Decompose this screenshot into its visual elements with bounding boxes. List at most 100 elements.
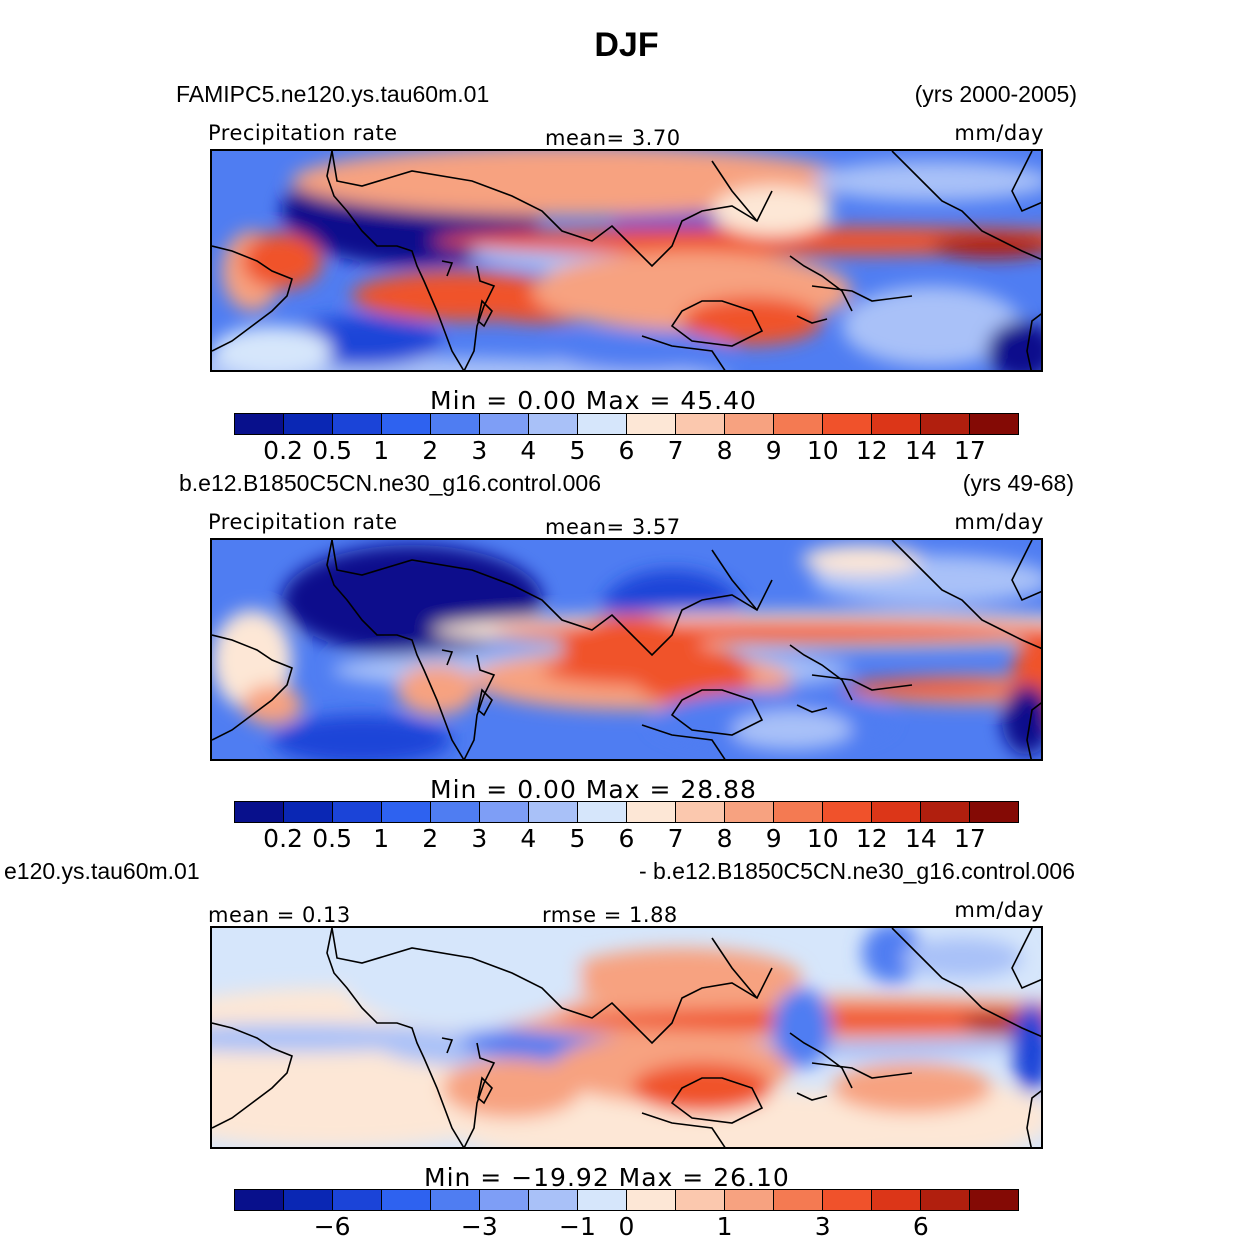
colorbar-tick-label: 1	[373, 436, 390, 465]
colorbar-box	[627, 414, 676, 434]
coastline	[212, 540, 1041, 759]
coastline-segment	[796, 315, 828, 324]
colorbar-box	[382, 802, 431, 822]
colorbar-tick-label: 5	[569, 436, 586, 465]
coastline-segment	[463, 1042, 496, 1147]
coastline-segment	[477, 299, 493, 328]
field-region	[682, 297, 822, 345]
field-region	[242, 685, 302, 725]
colorbar-box	[970, 414, 1018, 434]
field-region	[1012, 1003, 1041, 1093]
colorbar-tick-label: 4	[520, 436, 537, 465]
field-region	[397, 665, 477, 715]
coastline-segment	[670, 300, 764, 347]
field-region	[832, 1063, 992, 1113]
colorbar-tick-label: −1	[559, 1212, 596, 1241]
panel1-case-name: FAMIPC5.ne120.ys.tau60m.01	[176, 81, 490, 107]
colorbar-tick-label: 1	[716, 1212, 733, 1241]
colorbar-tick-label: 6	[912, 1212, 929, 1241]
panel3-minmax: Min = −19.92 Max = 26.10	[424, 1163, 790, 1192]
panel2-units: mm/day	[954, 510, 1044, 534]
colorbar-tick-label: 8	[716, 436, 733, 465]
coastline-segment	[477, 1076, 493, 1105]
colorbar-tick-label: 0.5	[312, 436, 353, 465]
coastline-segment	[477, 688, 493, 717]
coastline-segment	[711, 937, 758, 999]
colorbar-box	[872, 802, 921, 822]
coastline-segment	[670, 1077, 764, 1124]
colorbar-box	[872, 1190, 921, 1210]
colorbar-tick-label: 7	[667, 436, 684, 465]
panel3-map	[210, 926, 1043, 1149]
colorbar-tick-label: 10	[806, 824, 839, 853]
coastline	[212, 151, 1041, 370]
colorbar-tick-label: 14	[904, 824, 937, 853]
coastline-segment	[711, 549, 758, 611]
colorbar-tick-label: 3	[814, 1212, 831, 1241]
panel1-map	[210, 149, 1043, 372]
coastline-segment	[1026, 313, 1041, 370]
panel3-case-name-2: - b.e12.B1850C5CN.ne30_g16.control.006	[638, 858, 1075, 884]
colorbar-box	[823, 414, 872, 434]
panel3-colorbar	[234, 1189, 1019, 1211]
colorbar-tick-label: 0.2	[263, 436, 303, 465]
colorbar-tick-label: 0	[618, 1212, 635, 1241]
colorbar-box	[480, 802, 529, 822]
colorbar-tick-label: 9	[765, 436, 782, 465]
field-region	[432, 227, 1041, 255]
colorbar-box	[480, 414, 529, 434]
colorbar-box	[676, 1190, 725, 1210]
colorbar-tick-label: 2	[422, 824, 439, 853]
colorbar-tick-label: 9	[765, 824, 782, 853]
colorbar-box	[382, 414, 431, 434]
colorbar-box	[872, 414, 921, 434]
coastline-segment	[796, 1092, 828, 1101]
coastline-segment	[212, 634, 293, 741]
panel2-colorbar-ticks: 0.2 0.5 1 2 3 4 5 6 7 8 9 10 12 14 17	[234, 824, 1019, 854]
colorbar-tick-label: 6	[618, 436, 635, 465]
panel3-rmse-label: rmse = 1.88	[542, 903, 678, 927]
coastline-segment	[1026, 702, 1041, 759]
panel2-colorbar	[234, 801, 1019, 823]
colorbar-tick-label: 12	[855, 436, 888, 465]
panel1-years: (yrs 2000-2005)	[914, 81, 1077, 107]
coastline-segment	[331, 928, 773, 1045]
coastline-segment	[641, 1112, 726, 1147]
panel1-mean-label: mean= 3.70	[545, 126, 681, 150]
colorbar-box	[431, 414, 480, 434]
colorbar-box	[774, 802, 823, 822]
colorbar-box	[284, 414, 333, 434]
colorbar-box	[578, 802, 627, 822]
panel3-case-name: e120.ys.tau60m.01	[4, 858, 200, 884]
panel3-mean-label: mean = 0.13	[208, 903, 351, 927]
field-region	[342, 928, 582, 1028]
field-region	[842, 679, 1022, 697]
colorbar-box	[921, 414, 970, 434]
colorbar-box	[529, 414, 578, 434]
colorbar-box	[333, 802, 382, 822]
colorbar-box	[333, 414, 382, 434]
colorbar-box	[578, 1190, 627, 1210]
colorbar-box	[921, 1190, 970, 1210]
coastline-segment	[326, 540, 465, 759]
panel2-years: (yrs 49-68)	[962, 470, 1074, 496]
field-region	[862, 928, 922, 983]
panel2-mean-label: mean= 3.57	[545, 515, 681, 539]
colorbar-tick-label: 14	[904, 436, 937, 465]
colorbar-tick-label: 0.2	[263, 824, 303, 853]
colorbar-box	[774, 1190, 823, 1210]
coastline-segment	[1011, 928, 1041, 990]
colorbar-box	[431, 802, 480, 822]
colorbar-box	[235, 1190, 284, 1210]
coastline-segment	[441, 1037, 454, 1054]
field-region	[987, 321, 1041, 370]
panel2-case-name: b.e12.B1850C5CN.ne30_g16.control.006	[179, 470, 601, 496]
coastline-segment	[789, 644, 853, 701]
coastline-segment	[670, 689, 764, 736]
field-region	[842, 286, 1022, 366]
panel3-colorbar-ticks: −6 −3 −1 0 1 3 6	[234, 1212, 1019, 1242]
colorbar-box	[235, 414, 284, 434]
coastline-segment	[891, 540, 1041, 650]
coastline-segment	[641, 724, 726, 759]
field-region	[272, 715, 452, 759]
